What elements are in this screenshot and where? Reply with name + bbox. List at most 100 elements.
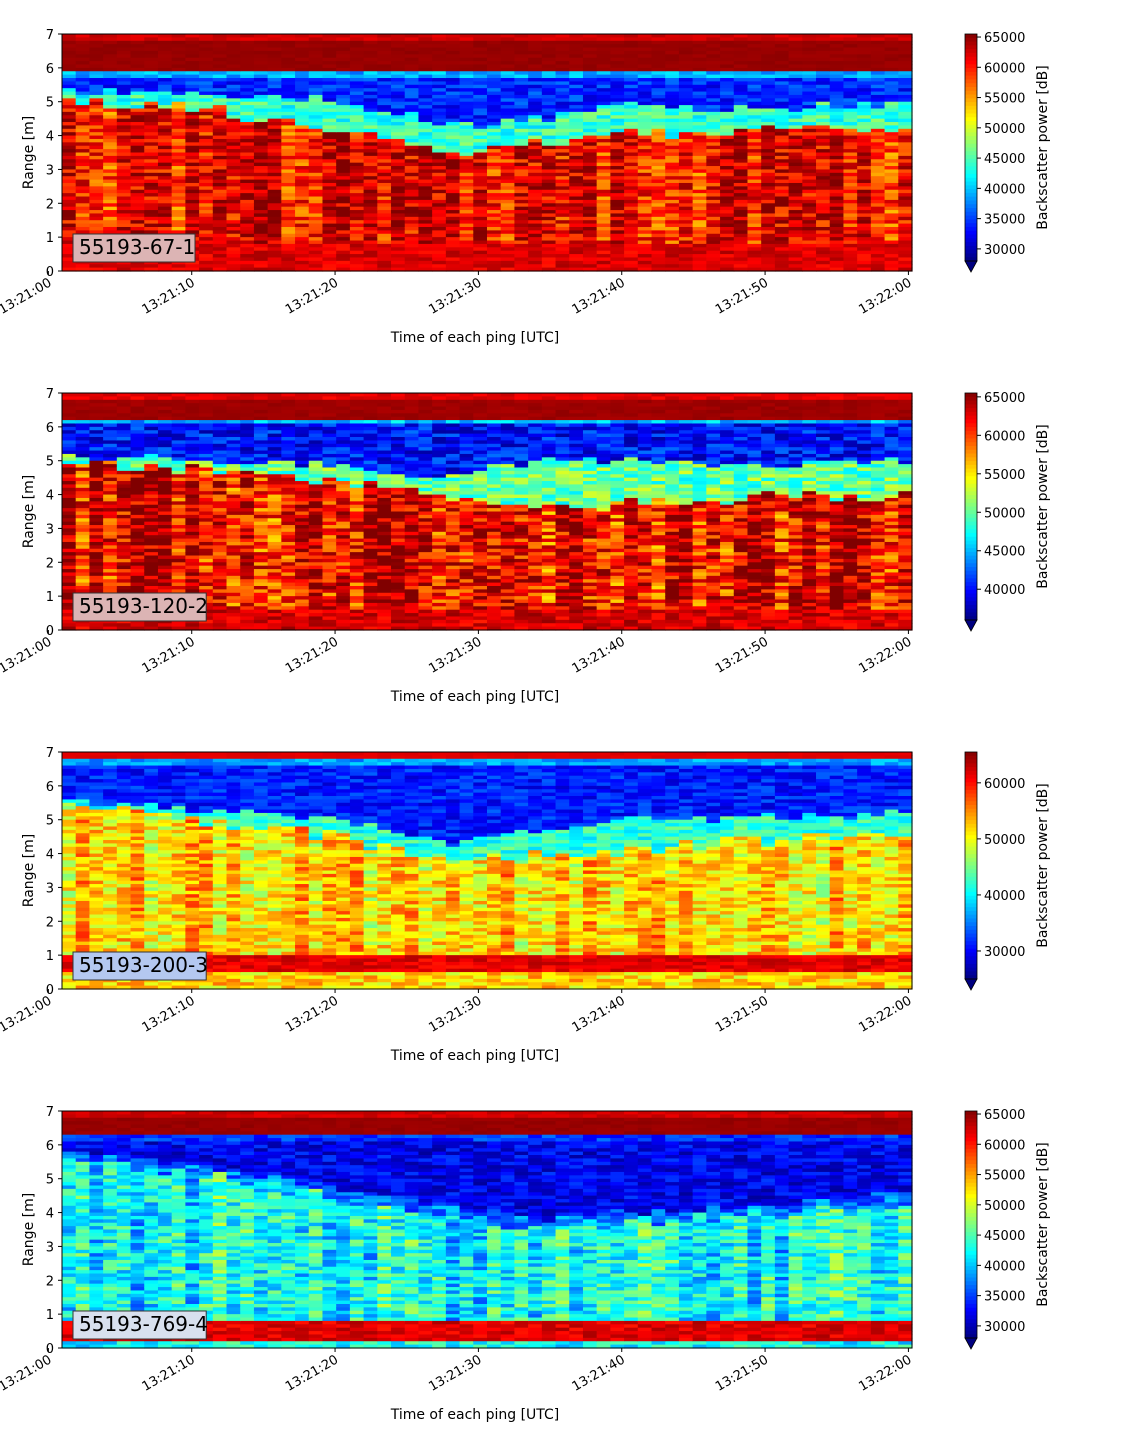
heatmap-cell — [212, 166, 228, 171]
heatmap-cell — [253, 166, 269, 171]
heatmap-cell — [89, 186, 104, 191]
heatmap-cell — [103, 34, 118, 38]
heatmap-cell — [89, 159, 104, 164]
heatmap-cell — [185, 118, 200, 123]
heatmap-cell — [171, 162, 186, 167]
heatmap-cell — [89, 169, 104, 174]
heatmap-cell — [185, 220, 200, 225]
heatmap-cell — [226, 189, 241, 194]
heatmap-cell — [253, 155, 269, 160]
heatmap-cell — [62, 81, 77, 86]
heatmap-cell — [62, 105, 77, 110]
heatmap-cell — [103, 50, 118, 55]
heatmap-cell — [157, 223, 173, 228]
heatmap-cell — [226, 179, 241, 184]
heatmap-cell — [62, 260, 77, 265]
heatmap-cell — [130, 105, 145, 110]
heatmap-cell — [253, 81, 269, 86]
heatmap-cell — [62, 142, 77, 147]
heatmap-cell — [185, 162, 200, 167]
heatmap-cell — [89, 67, 104, 72]
heatmap-cell — [212, 220, 228, 225]
heatmap-cell — [253, 138, 269, 143]
heatmap-cell — [62, 169, 77, 174]
heatmap-cell — [130, 98, 145, 103]
heatmap-cell — [185, 189, 200, 194]
heatmap-cell — [157, 267, 173, 272]
heatmap-cell — [157, 149, 173, 154]
heatmap-cell — [116, 206, 132, 211]
heatmap-cell — [171, 78, 186, 82]
heatmap-cell — [116, 61, 132, 66]
colorbar-segment — [965, 68, 977, 73]
heatmap-cell — [103, 216, 118, 221]
heatmap-cell — [185, 37, 200, 42]
heatmap-cell — [144, 37, 159, 42]
heatmap-cell — [75, 162, 91, 167]
heatmap-cell — [103, 145, 118, 150]
heatmap-cell — [212, 125, 228, 130]
heatmap-cell — [185, 199, 200, 204]
heatmap-cell — [185, 152, 200, 157]
heatmap-cell — [144, 176, 159, 181]
heatmap-cell — [199, 159, 214, 164]
heatmap-cell — [226, 54, 241, 59]
heatmap-cell — [212, 206, 228, 211]
heatmap-cell — [212, 152, 228, 157]
heatmap-cell — [75, 199, 91, 204]
heatmap-cell — [157, 64, 173, 69]
heatmap-cell — [130, 166, 145, 171]
heatmap-cell — [185, 44, 200, 49]
heatmap-cell — [89, 118, 104, 123]
heatmap-cell — [226, 132, 241, 137]
heatmap-cell — [212, 94, 228, 99]
y-tick-label: 1 — [46, 231, 54, 246]
heatmap-cell — [240, 196, 255, 201]
heatmap-cell — [103, 128, 118, 133]
heatmap-cell — [75, 206, 91, 211]
heatmap-cell — [157, 34, 173, 38]
heatmap-cell — [171, 220, 186, 225]
heatmap-cell — [185, 213, 200, 218]
heatmap-cell — [240, 230, 255, 235]
heatmap-cell — [116, 264, 132, 269]
heatmap-cell — [103, 78, 118, 82]
heatmap-cell — [62, 226, 77, 231]
heatmap-cell — [130, 78, 145, 82]
heatmap-cell — [157, 47, 173, 52]
heatmap-cell — [226, 162, 241, 167]
heatmap-cell — [89, 71, 104, 76]
heatmap-cell — [212, 50, 228, 55]
heatmap-cell — [226, 220, 241, 225]
heatmap-cell — [199, 226, 214, 231]
heatmap-cell — [144, 264, 159, 269]
heatmap-cell — [199, 81, 214, 86]
heatmap-cell — [130, 132, 145, 137]
heatmap-cell — [157, 88, 173, 93]
heatmap-cell — [62, 118, 77, 123]
heatmap-cell — [144, 203, 159, 208]
heatmap-cell — [103, 172, 118, 177]
heatmap-cell — [199, 230, 214, 235]
colorbar-segment — [965, 155, 977, 160]
heatmap-cell — [62, 34, 77, 38]
heatmap-cell — [62, 67, 77, 72]
heatmap-cell — [103, 203, 118, 208]
heatmap-cell — [157, 40, 173, 45]
heatmap-cell — [144, 172, 159, 177]
heatmap-cell — [116, 172, 132, 177]
heatmap-cell — [240, 37, 255, 42]
heatmap-cell — [226, 122, 241, 127]
heatmap-cell — [171, 98, 186, 103]
heatmap-cell — [62, 182, 77, 187]
heatmap-cell — [62, 172, 77, 177]
heatmap-cell — [212, 254, 228, 259]
heatmap-cell — [199, 108, 214, 113]
heatmap-cell — [144, 67, 159, 72]
heatmap-cell — [212, 196, 228, 201]
heatmap-cell — [116, 37, 132, 42]
heatmap-cell — [89, 54, 104, 59]
heatmap-cell — [226, 155, 241, 160]
colorbar-tick-label: 55000 — [984, 92, 1025, 107]
